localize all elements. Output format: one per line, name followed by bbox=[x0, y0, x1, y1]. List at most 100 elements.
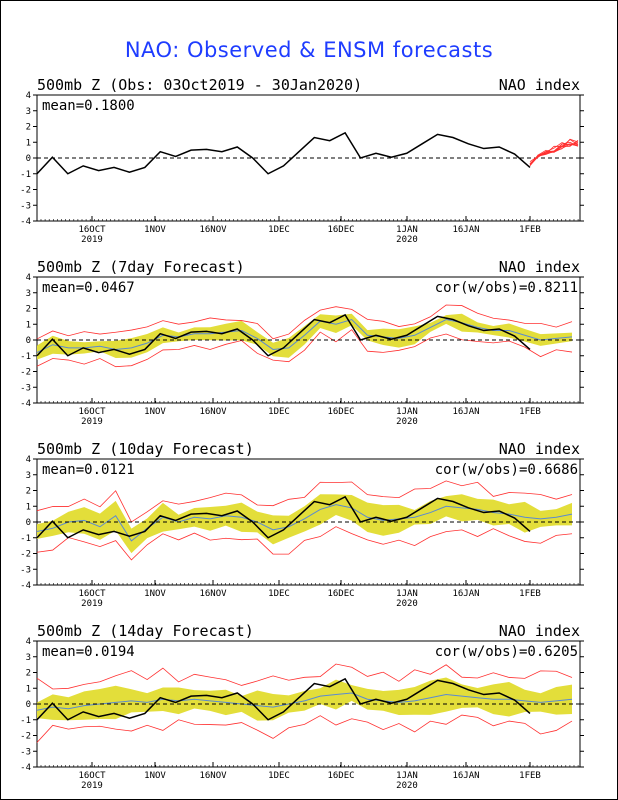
x-tick-label: 16NOV bbox=[199, 589, 227, 599]
x-tick-label: 1FEB bbox=[519, 589, 541, 599]
x-tick-sublabel: 2019 bbox=[81, 417, 103, 427]
correlation-annotation: cor(w/obs)=0.6205 bbox=[435, 644, 578, 660]
y-tick-label: 0 bbox=[26, 700, 31, 710]
panel-title: 500mb Z (Obs: 03Oct2019 - 30Jan2020) bbox=[37, 76, 362, 94]
x-tick-label: 1JAN bbox=[396, 771, 418, 781]
y-tick-label: 1 bbox=[26, 502, 31, 512]
correlation-annotation: cor(w/obs)=0.6686 bbox=[435, 462, 578, 478]
y-tick-label: -3 bbox=[20, 747, 31, 757]
forecast-member-line bbox=[529, 141, 579, 166]
forecast-member-line bbox=[529, 140, 579, 166]
x-tick-label: 16NOV bbox=[199, 771, 227, 781]
x-tick-label: 1NOV bbox=[144, 407, 166, 417]
x-tick-label: 1JAN bbox=[396, 225, 418, 235]
x-tick-label: 1NOV bbox=[144, 771, 166, 781]
forecast-member-line bbox=[529, 143, 579, 165]
y-tick-label: 2 bbox=[26, 669, 31, 679]
y-tick-label: -4 bbox=[20, 581, 31, 591]
y-tick-label: -3 bbox=[20, 383, 31, 393]
ensemble-mean-line bbox=[36, 692, 573, 711]
observed-line bbox=[36, 677, 531, 721]
observed-line bbox=[36, 495, 531, 539]
panel-right-label: NAO index bbox=[499, 440, 580, 458]
observed-line bbox=[36, 313, 531, 357]
y-tick-label: 4 bbox=[26, 91, 31, 101]
y-tick-label: 3 bbox=[26, 471, 31, 481]
x-tick-label: 16JAN bbox=[452, 771, 479, 781]
x-tick-label: 16JAN bbox=[452, 225, 479, 235]
ensemble-upper-member bbox=[36, 663, 573, 690]
y-tick-label: -1 bbox=[20, 534, 31, 544]
x-tick-label: 16DEC bbox=[327, 225, 354, 235]
y-tick-label: 1 bbox=[26, 138, 31, 148]
ensemble-mean-line bbox=[36, 318, 573, 354]
y-tick-label: 1 bbox=[26, 684, 31, 694]
ensemble-upper-member bbox=[36, 304, 573, 340]
x-tick-label: 1JAN bbox=[396, 407, 418, 417]
x-tick-sublabel: 2019 bbox=[81, 599, 103, 609]
panel-1: 500mb Z (Obs: 03Oct2019 - 30Jan2020) NAO … bbox=[20, 76, 584, 245]
x-tick-label: 16OCT bbox=[78, 589, 106, 599]
x-tick-label: 1FEB bbox=[519, 407, 541, 417]
x-tick-label: 16OCT bbox=[78, 771, 106, 781]
panel-3: 500mb Z (10day Forecast) NAO index -4 -3 -2 -… bbox=[20, 440, 584, 609]
ensemble-mean-line bbox=[36, 504, 573, 542]
panel-title: 500mb Z (14day Forecast) bbox=[37, 622, 254, 640]
x-tick-label: 1NOV bbox=[144, 225, 166, 235]
y-tick-label: 3 bbox=[26, 107, 31, 117]
y-tick-label: 0 bbox=[26, 154, 31, 164]
x-tick-label: 16DEC bbox=[327, 407, 354, 417]
mean-annotation: mean=0.0194 bbox=[42, 644, 135, 660]
x-tick-label: 16DEC bbox=[327, 771, 354, 781]
ensemble-lower-member bbox=[36, 329, 573, 368]
figure-title: NAO: Observed & ENSM forecasts bbox=[124, 38, 494, 62]
x-tick-sublabel: 2019 bbox=[81, 781, 103, 791]
x-tick-label: 16JAN bbox=[452, 407, 479, 417]
x-tick-label: 1FEB bbox=[519, 225, 541, 235]
ensemble-lower-member bbox=[36, 526, 573, 561]
panel-title: 500mb Z (7day Forecast) bbox=[37, 258, 245, 276]
y-tick-label: -3 bbox=[20, 565, 31, 575]
y-tick-label: 2 bbox=[26, 487, 31, 497]
x-tick-label: 1DEC bbox=[268, 589, 290, 599]
x-tick-sublabel: 2020 bbox=[396, 599, 418, 609]
y-tick-label: 2 bbox=[26, 305, 31, 315]
y-tick-label: 0 bbox=[26, 518, 31, 528]
plot-area bbox=[36, 94, 581, 222]
x-tick-label: 16NOV bbox=[199, 225, 227, 235]
ensemble-band bbox=[37, 677, 572, 721]
x-tick-sublabel: 2020 bbox=[396, 235, 418, 245]
y-tick-label: -3 bbox=[20, 201, 31, 211]
x-tick-label: 16OCT bbox=[78, 407, 106, 417]
ensemble-upper-member bbox=[36, 480, 573, 523]
x-tick-label: 1DEC bbox=[268, 225, 290, 235]
panel-right-label: NAO index bbox=[499, 622, 580, 640]
x-tick-label: 16OCT bbox=[78, 225, 106, 235]
ensemble-band bbox=[37, 313, 572, 360]
y-tick-label: 3 bbox=[26, 289, 31, 299]
y-tick-label: -1 bbox=[20, 352, 31, 362]
y-tick-label: -1 bbox=[20, 170, 31, 180]
x-tick-label: 1JAN bbox=[396, 589, 418, 599]
x-tick-sublabel: 2020 bbox=[396, 781, 418, 791]
y-tick-label: 4 bbox=[26, 455, 31, 465]
x-tick-label: 1DEC bbox=[268, 407, 290, 417]
x-tick-label: 16NOV bbox=[199, 407, 227, 417]
y-tick-label: -2 bbox=[20, 550, 31, 560]
mean-annotation: mean=0.0121 bbox=[42, 462, 135, 478]
y-tick-label: -4 bbox=[20, 217, 31, 227]
y-tick-label: 4 bbox=[26, 637, 31, 647]
y-tick-label: 4 bbox=[26, 273, 31, 283]
observed-line bbox=[36, 131, 531, 175]
y-tick-label: 3 bbox=[26, 653, 31, 663]
panel-right-label: NAO index bbox=[499, 76, 580, 94]
ensemble-lower-member bbox=[36, 714, 573, 743]
panel-right-label: NAO index bbox=[499, 258, 580, 276]
x-tick-sublabel: 2019 bbox=[81, 235, 103, 245]
x-tick-label: 16DEC bbox=[327, 589, 354, 599]
panel-4: 500mb Z (14day Forecast) NAO index -4 -3 -2 -… bbox=[20, 622, 584, 791]
y-tick-label: -2 bbox=[20, 186, 31, 196]
panel-title: 500mb Z (10day Forecast) bbox=[37, 440, 254, 458]
y-tick-label: -4 bbox=[20, 763, 31, 773]
y-tick-label: -1 bbox=[20, 716, 31, 726]
